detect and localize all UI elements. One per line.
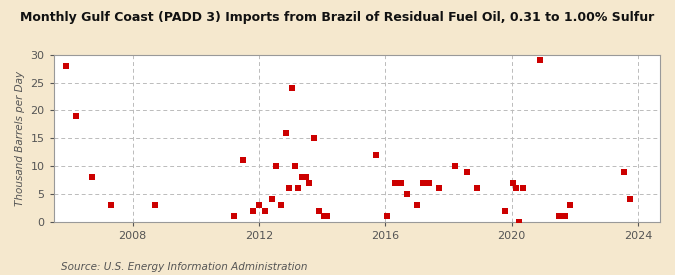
Point [508,181,518,185]
Point [624,197,635,202]
Point [228,214,239,218]
Point [254,203,265,207]
Point [560,214,570,218]
Point [290,164,300,168]
Text: Monthly Gulf Coast (PADD 3) Imports from Brazil of Residual Fuel Oil, 0.31 to 1.: Monthly Gulf Coast (PADD 3) Imports from… [20,11,655,24]
Point [287,86,298,90]
Point [564,203,575,207]
Point [271,164,281,168]
Point [247,208,258,213]
Point [500,208,511,213]
Point [418,181,429,185]
Point [260,208,271,213]
Point [301,175,312,179]
Point [275,203,286,207]
Point [296,175,307,179]
Point [309,136,320,141]
Point [381,214,392,218]
Point [304,181,315,185]
Point [371,153,381,157]
Point [284,186,294,191]
Point [450,164,460,168]
Point [70,114,81,118]
Point [149,203,160,207]
Point [319,214,329,218]
Point [293,186,304,191]
Point [618,169,629,174]
Point [266,197,277,202]
Point [396,181,406,185]
Point [280,130,291,135]
Point [238,158,248,163]
Y-axis label: Thousand Barrels per Day: Thousand Barrels per Day [15,71,25,206]
Point [402,192,413,196]
Point [554,214,564,218]
Text: Source: U.S. Energy Information Administration: Source: U.S. Energy Information Administ… [61,262,307,272]
Point [389,181,400,185]
Point [105,203,116,207]
Point [424,181,435,185]
Point [462,169,472,174]
Point [321,214,332,218]
Point [517,186,528,191]
Point [511,186,522,191]
Point [535,58,545,62]
Point [412,203,423,207]
Point [314,208,325,213]
Point [61,64,72,68]
Point [471,186,482,191]
Point [86,175,97,179]
Point [514,219,525,224]
Point [433,186,444,191]
